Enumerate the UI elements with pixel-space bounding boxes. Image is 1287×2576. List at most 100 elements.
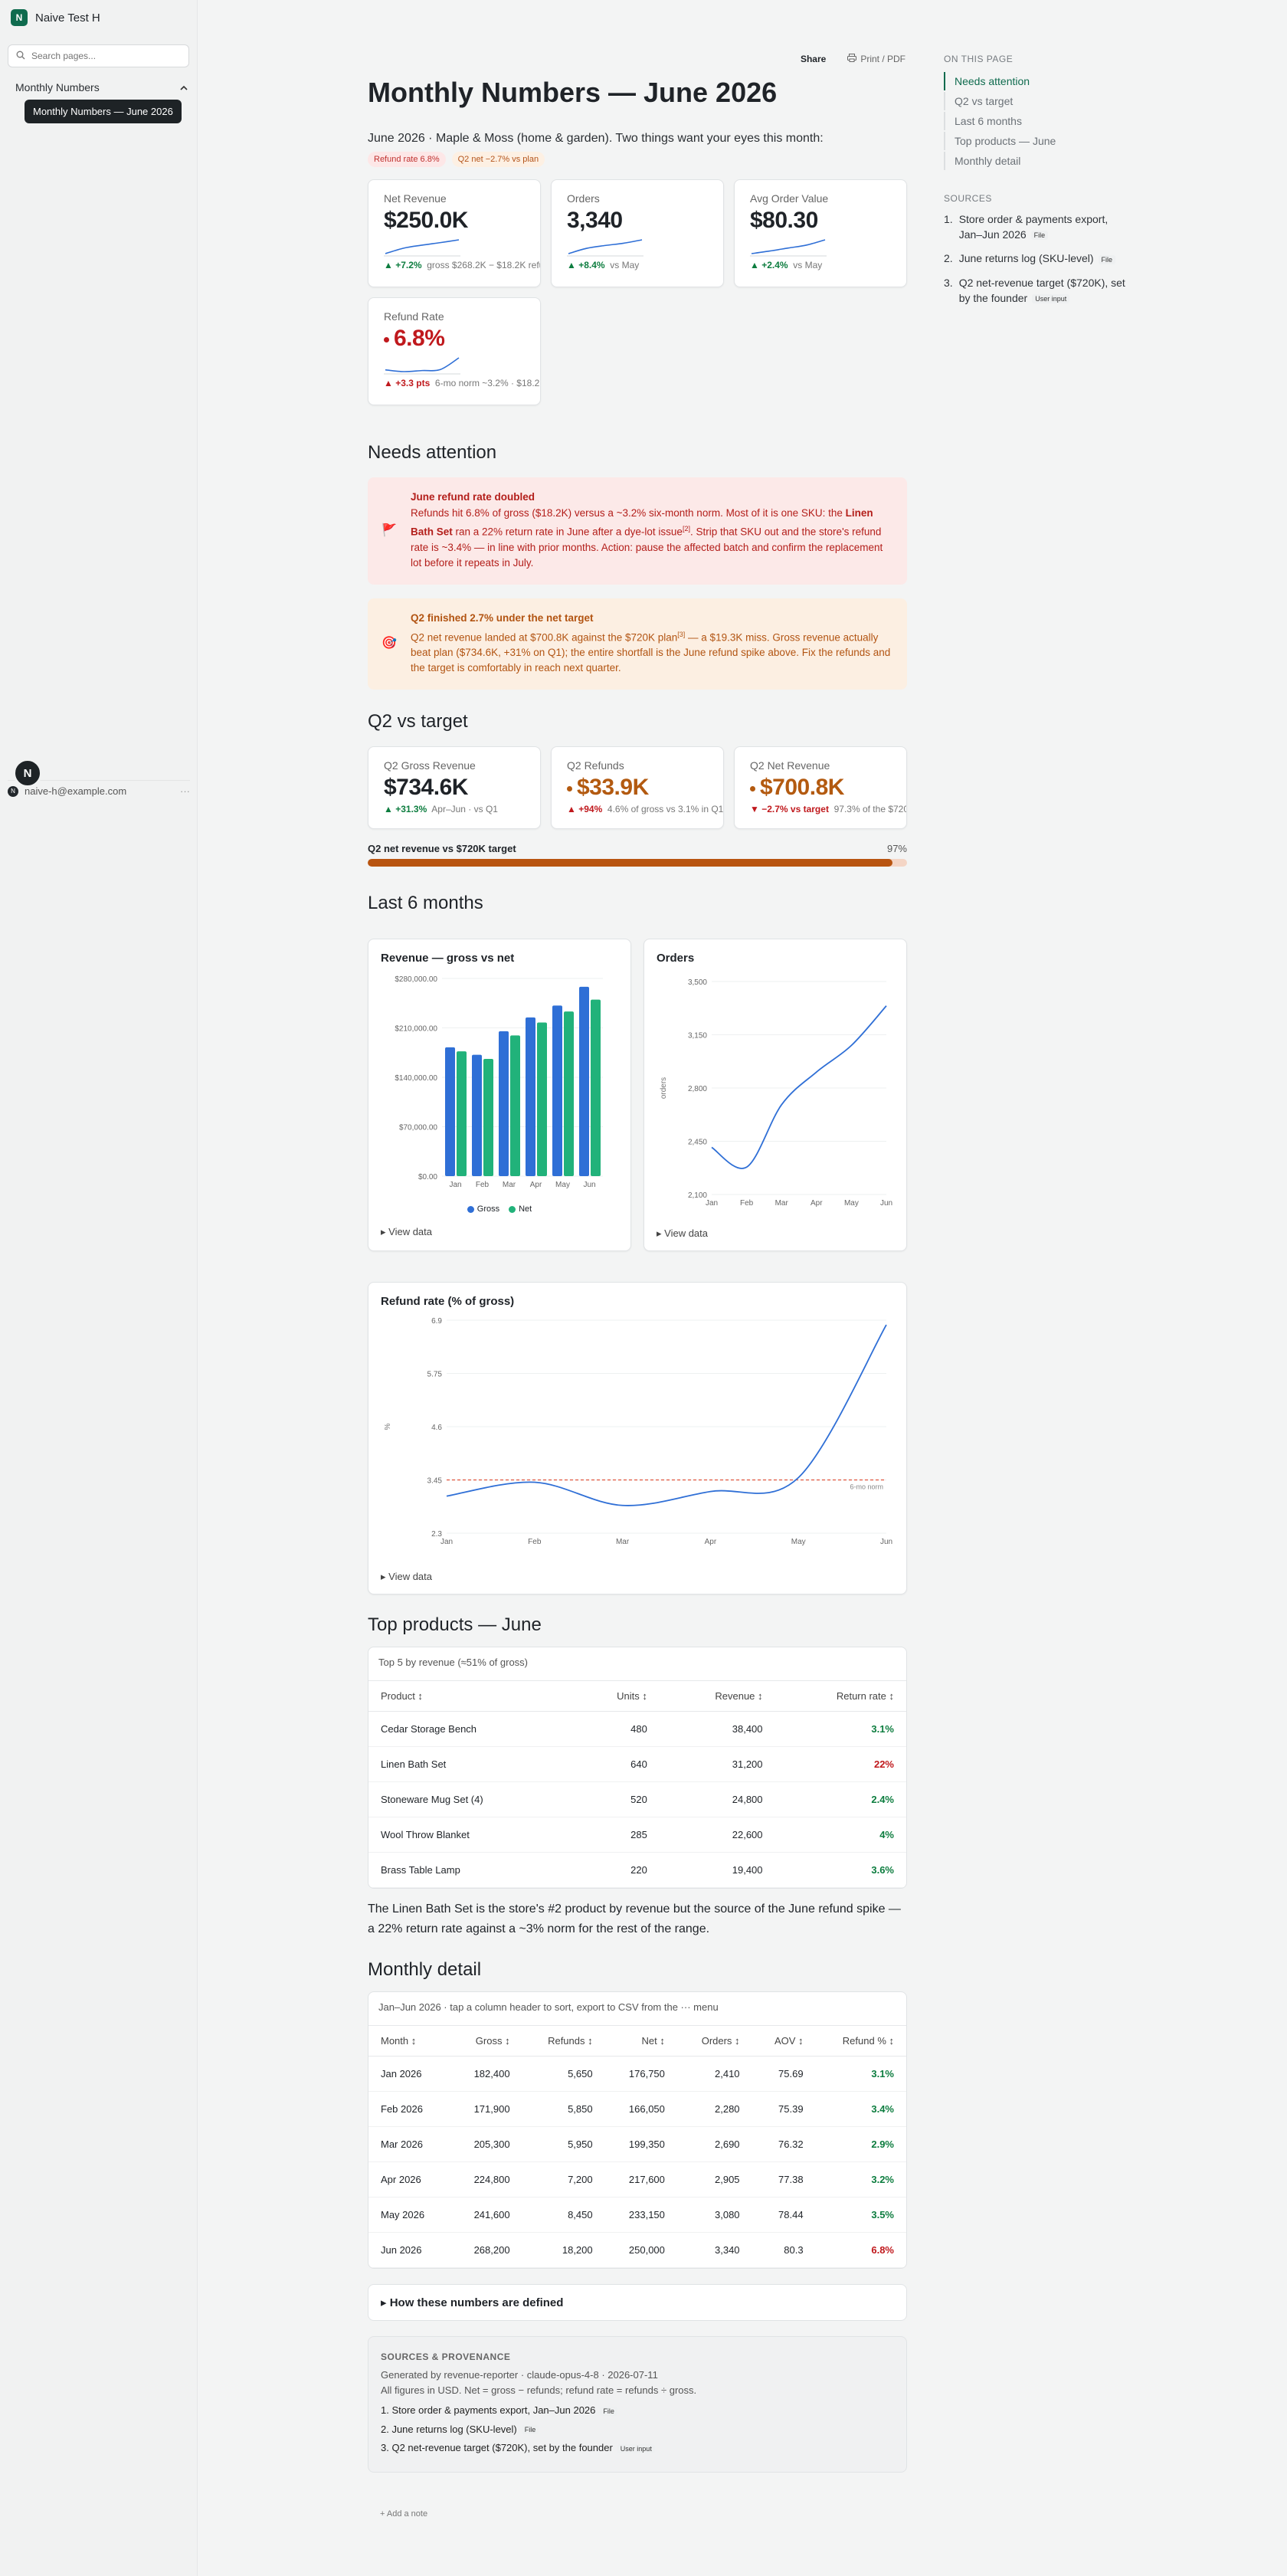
y-tick-label: 4.6	[431, 1424, 442, 1432]
page-toolbar: Share Print / PDF	[801, 54, 905, 64]
page-content: Monthly Numbers — June 2026 June 2026 · …	[368, 77, 907, 2519]
toc-source-item[interactable]: 3. Q2 net-revenue target ($720K), set by …	[944, 275, 1128, 306]
q2-net-pill[interactable]: Q2 net −2.7% vs plan	[451, 152, 545, 167]
sidebar-item-active-page[interactable]: Monthly Numbers — June 2026	[25, 100, 182, 123]
column-header[interactable]: Refunds ↕	[522, 2025, 605, 2057]
kpi-card-q2-gross[interactable]: Q2 Gross Revenue $734.6K ▲ +31.3% Apr–Ju…	[368, 746, 541, 829]
toc-heading: ON THIS PAGE	[944, 54, 1014, 64]
progress-label-text: Q2 net revenue vs $720K target	[368, 843, 516, 854]
x-tick-label: Apr	[811, 1199, 823, 1208]
table-cell: 3.2%	[815, 2161, 906, 2197]
table-cell: 166,050	[604, 2091, 677, 2127]
table-cell: Linen Bath Set	[368, 1746, 572, 1782]
top-products-table-card: Top 5 by revenue (≈51% of gross) Product…	[368, 1647, 907, 1889]
table-row[interactable]: Mar 2026 205,300 5,950 199,350 2,690 76.32 2.9…	[368, 2126, 906, 2162]
table-row[interactable]: Wool Throw Blanket 285 22,600 4%	[368, 1817, 906, 1853]
table-row[interactable]: Brass Table Lamp 220 19,400 3.6%	[368, 1852, 906, 1888]
kpi-card-q2-net[interactable]: Q2 Net Revenue $700.8K ▼ −2.7% vs target…	[734, 746, 907, 829]
column-header[interactable]: Return rate ↕	[774, 1680, 906, 1712]
kpi-card-q2-refunds[interactable]: Q2 Refunds $33.9K ▲ +94% 4.6% of gross v…	[551, 746, 724, 829]
column-header[interactable]: Month ↕	[368, 2025, 450, 2057]
more-icon[interactable]: ···	[180, 785, 190, 797]
kpi-delta: ▼ −2.7% vs target 97.3% of the $720K pla…	[750, 804, 906, 814]
kpi-value: $734.6K	[384, 775, 468, 800]
table-row[interactable]: Feb 2026 171,900 5,850 166,050 2,280 75.39 3.4…	[368, 2091, 906, 2127]
table-row[interactable]: May 2026 241,600 8,450 233,150 3,080 78.44 3.5…	[368, 2197, 906, 2233]
kpi-card-aov[interactable]: Avg Order Value $80.30 ▲ +2.4% vs May	[734, 179, 907, 287]
provenance-sources: 1. Store order & payments export, Jan–Ju…	[381, 2403, 894, 2456]
orders-line-chart: 2,100 2,450 2,800 3,150 3,500 Jan Feb Mar Apr May…	[660, 978, 892, 1208]
table-cell: Wool Throw Blanket	[368, 1817, 572, 1853]
definitions-toggle[interactable]: ▸ How these numbers are defined	[368, 2284, 907, 2321]
view-data-label: View data	[388, 1226, 432, 1237]
y-tick-label: $140,000.00	[395, 1074, 437, 1083]
search-input[interactable]	[31, 51, 169, 61]
table-row[interactable]: Jan 2026 182,400 5,650 176,750 2,410 75.69 3.1…	[368, 2056, 906, 2092]
toc-item-top-products[interactable]: Top products — June	[944, 132, 1128, 150]
kpi-card-net-revenue[interactable]: Net Revenue $250.0K ▲ +7.2% gross $268.2…	[368, 179, 541, 287]
provenance-figures: All figures in USD. Net = gross − refund…	[381, 2384, 697, 2396]
view-data-toggle[interactable]: ▸ View data	[381, 1226, 432, 1237]
table-row[interactable]: Apr 2026 224,800 7,200 217,600 2,905 77.38 3.2…	[368, 2161, 906, 2197]
provenance-source-item[interactable]: 2. June returns log (SKU-level) File	[381, 2422, 894, 2438]
column-header[interactable]: Orders ↕	[676, 2025, 752, 2057]
column-header[interactable]: Product ↕	[368, 1680, 572, 1712]
sidebar-group-monthly-numbers[interactable]: Monthly Numbers	[15, 81, 188, 93]
legend-item-net[interactable]: Net	[509, 1204, 532, 1214]
toc-source-item[interactable]: 2. June returns log (SKU-level) File	[944, 251, 1128, 267]
column-header[interactable]: Gross ↕	[450, 2025, 522, 2057]
sidebar-group-label: Monthly Numbers	[15, 81, 100, 93]
table-row[interactable]: Stoneware Mug Set (4) 520 24,800 2.4%	[368, 1781, 906, 1817]
print-label: Print / PDF	[860, 54, 905, 64]
y-tick-label: 3,150	[688, 1032, 707, 1041]
sidebar-search[interactable]	[8, 44, 189, 67]
table-cell: Feb 2026	[368, 2091, 450, 2127]
toc-item-last-6-months[interactable]: Last 6 months	[944, 112, 1128, 130]
toc-item-q2[interactable]: Q2 vs target	[944, 92, 1128, 110]
table-row[interactable]: Jun 2026 268,200 18,200 250,000 3,340 80.3 6.8…	[368, 2232, 906, 2268]
table-cell: 3.5%	[815, 2197, 906, 2233]
footnote-ref[interactable]: [2]	[682, 525, 690, 533]
printer-icon	[847, 54, 857, 64]
chevron-up-icon[interactable]	[180, 81, 188, 93]
toc-item-needs-attention[interactable]: Needs attention	[944, 72, 1128, 90]
source-text: June returns log (SKU-level)	[958, 252, 1094, 265]
column-header[interactable]: AOV ↕	[752, 2025, 816, 2057]
kpi-card-orders[interactable]: Orders 3,340 ▲ +8.4% vs May	[551, 179, 724, 287]
column-header[interactable]: Revenue ↕	[659, 1680, 775, 1712]
view-data-toggle[interactable]: ▸ View data	[381, 1571, 432, 1582]
workspace-header[interactable]: N Naive Test H	[0, 0, 197, 35]
bar-net	[537, 1022, 547, 1176]
toc-source-item[interactable]: 1. Store order & payments export, Jan–Jun…	[944, 211, 1128, 243]
assistant-button[interactable]: N	[13, 759, 42, 788]
provenance-source-item[interactable]: 1. Store order & payments export, Jan–Ju…	[381, 2403, 894, 2419]
callout-text: . Strip that SKU out and the store's ref…	[411, 526, 883, 569]
page-title: Monthly Numbers — June 2026	[368, 77, 778, 108]
refund-rate-pill[interactable]: Refund rate 6.8%	[368, 152, 446, 167]
user-menu[interactable]: N naive-h@example.com ···	[8, 780, 190, 797]
x-tick-label: Jun	[583, 1181, 595, 1189]
legend-item-gross[interactable]: Gross	[467, 1204, 499, 1214]
view-data-toggle[interactable]: ▸ View data	[657, 1227, 708, 1239]
view-data-label: View data	[388, 1571, 432, 1582]
add-note-button[interactable]: + Add a note	[380, 2509, 428, 2519]
q2-progress-bar	[368, 859, 907, 867]
kpi-card-refund-rate[interactable]: Refund Rate 6.8% ▲ +3.3 pts 6-mo norm ~3…	[368, 297, 541, 405]
column-header[interactable]: Refund % ↕	[815, 2025, 906, 2057]
column-header[interactable]: Net ↕	[604, 2025, 677, 2057]
footnote-ref[interactable]: [3]	[677, 630, 686, 638]
table-cell: May 2026	[368, 2197, 450, 2233]
provenance-source-item[interactable]: 3. Q2 net-revenue target ($720K), set by…	[381, 2440, 894, 2456]
table-row[interactable]: Linen Bath Set 640 31,200 22%	[368, 1746, 906, 1782]
sparkline-line	[385, 357, 460, 372]
table-row[interactable]: Cedar Storage Bench 480 38,400 3.1%	[368, 1711, 906, 1747]
share-button[interactable]: Share	[800, 54, 827, 64]
print-button[interactable]: Print / PDF	[847, 54, 905, 64]
bar-net	[457, 1051, 467, 1176]
x-tick-label: Mar	[775, 1199, 789, 1208]
table-cell: 171,900	[450, 2091, 522, 2127]
source-number: 2.	[944, 252, 953, 265]
alert-dot-icon	[750, 785, 755, 791]
toc-item-monthly-detail[interactable]: Monthly detail	[944, 152, 1128, 170]
column-header[interactable]: Units ↕	[571, 1680, 660, 1712]
